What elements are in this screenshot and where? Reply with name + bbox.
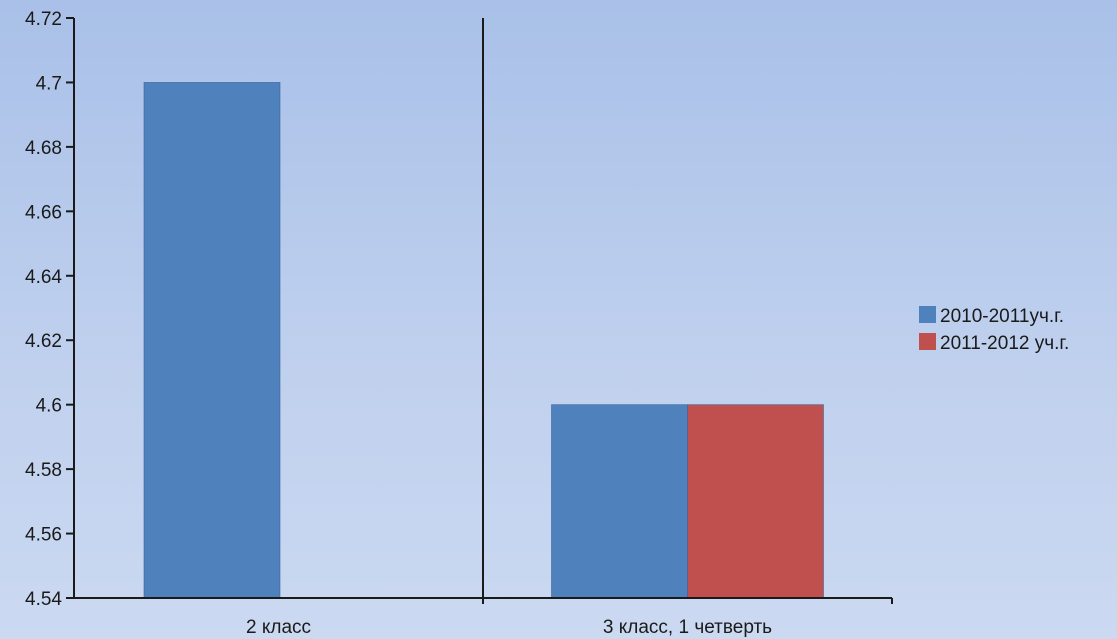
y-tick-label: 4.62 — [25, 331, 62, 352]
y-tick-label: 4.6 — [36, 396, 62, 417]
y-tick-label: 4.54 — [25, 589, 62, 610]
y-tick-label: 4.68 — [25, 138, 62, 159]
x-categories-group: 2 класс 3 класс, 1 четверть — [246, 598, 893, 638]
legend-label-series-2: 2011-2012 уч.г. — [940, 333, 1069, 354]
y-tick-label: 4.66 — [25, 202, 62, 223]
x-category-label: 2 класс — [246, 617, 311, 638]
bars-group — [143, 82, 824, 599]
y-tick-label: 4.64 — [25, 267, 62, 288]
x-category-label: 3 класс, 1 четверть — [603, 617, 772, 638]
bar-2-series-2 — [687, 404, 824, 599]
y-ticks-group: 4.54 4.56 4.58 4.6 4.62 4.64 4.66 4.68 4.7 4.72 — [25, 9, 74, 610]
y-tick-label: 4.72 — [25, 9, 62, 30]
legend-swatch-series-2 — [919, 333, 936, 350]
legend-swatch-series-1 — [919, 306, 936, 323]
bar-2-series-1 — [551, 404, 688, 599]
y-tick-label: 4.56 — [25, 525, 62, 546]
bar-1-series-1 — [143, 82, 281, 599]
legend-label-series-1: 2010-2011уч.г. — [940, 306, 1064, 327]
y-tick-label: 4.58 — [25, 460, 62, 481]
y-tick-label: 4.7 — [36, 73, 62, 94]
legend: 2010-2011уч.г. 2011-2012 уч.г. — [919, 306, 1069, 354]
